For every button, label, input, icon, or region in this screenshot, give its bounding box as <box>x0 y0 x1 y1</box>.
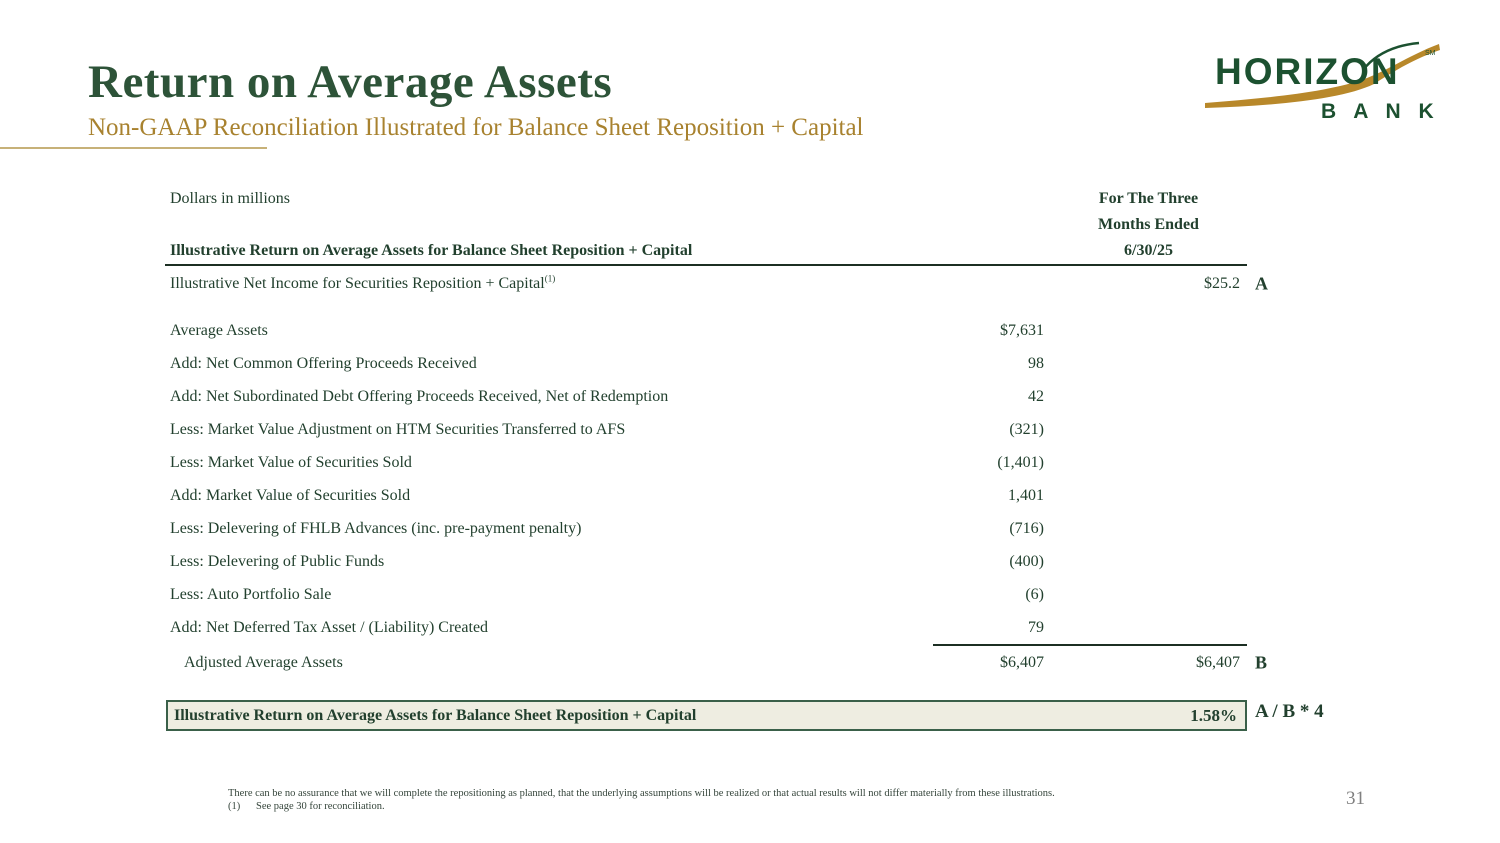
summary-label: Illustrative Return on Average Assets fo… <box>174 706 697 724</box>
logo-wordmark: HORIZON <box>1215 51 1400 92</box>
row-label: Illustrative Net Income for Securities R… <box>170 273 556 292</box>
row-value-mid: (6) <box>1025 585 1044 603</box>
row-label: Add: Net Common Offering Proceeds Receiv… <box>170 354 477 372</box>
row-value-mid: (321) <box>1009 420 1044 438</box>
title-underline-rule <box>0 147 267 149</box>
row-label: Add: Net Subordinated Debt Offering Proc… <box>170 387 669 405</box>
summary-formula: A / B * 4 <box>1255 701 1324 722</box>
row-value-right: $6,407 <box>1196 653 1240 671</box>
table-row: Add: Net Subordinated Debt Offering Proc… <box>170 380 1247 413</box>
table-row: Less: Auto Portfolio Sale (6) <box>170 578 1247 611</box>
logo-trademark: SM <box>1425 50 1436 57</box>
disclaimer-text: There can be no assurance that we will c… <box>228 788 1055 799</box>
table-row: Less: Delevering of Public Funds (400) <box>170 545 1247 578</box>
logo-swoosh <box>1205 44 1440 108</box>
table-row: Add: Net Deferred Tax Asset / (Liability… <box>170 611 1247 644</box>
reconciliation-table: Dollars in millions For The Three Months… <box>165 186 1268 679</box>
row-label: Average Assets <box>170 321 268 339</box>
formula-letter: A <box>1255 273 1268 294</box>
header-divider-rule <box>165 264 1247 266</box>
period-date: 6/30/25 <box>1124 242 1173 259</box>
row-label: Adjusted Average Assets <box>184 653 343 671</box>
row-value-mid: (716) <box>1009 519 1044 537</box>
row-label: Less: Auto Portfolio Sale <box>170 585 332 603</box>
row-label: Less: Delevering of Public Funds <box>170 552 385 570</box>
row-value-mid: 79 <box>1028 618 1044 636</box>
logo-leaf <box>1362 41 1420 71</box>
row-value-mid: 98 <box>1028 354 1044 372</box>
logo-bank-word: B A N K <box>1321 100 1440 123</box>
row-value-mid: 42 <box>1028 387 1044 405</box>
units-label: Dollars in millions <box>170 190 290 207</box>
row-label: Less: Market Value of Securities Sold <box>170 453 412 471</box>
table-row: Add: Market Value of Securities Sold 1,40… <box>170 479 1247 512</box>
footnote-1: (1) See page 30 for reconciliation. <box>228 800 1055 813</box>
table-row: Less: Market Value of Securities Sold (1,… <box>170 446 1247 479</box>
row-value-right: $25.2 <box>1204 275 1240 292</box>
summary-value: 1.58% <box>1190 705 1237 725</box>
table-row: Less: Market Value Adjustment on HTM Sec… <box>170 413 1247 446</box>
page-subtitle: Non-GAAP Reconciliation Illustrated for … <box>88 114 864 141</box>
table-row: Illustrative Net Income for Securities R… <box>170 266 1268 302</box>
formula-letter: B <box>1255 652 1268 672</box>
table-header-row: Illustrative Return on Average Assets fo… <box>170 238 1247 264</box>
period-header-line2: Months Ended <box>1098 216 1199 233</box>
row-label: Less: Market Value Adjustment on HTM Sec… <box>170 420 626 438</box>
table-header-row: Months Ended <box>170 212 1247 238</box>
table-row: Adjusted Average Assets $6,407 $6,407 B <box>170 646 1267 679</box>
table-header-row: Dollars in millions For The Three <box>170 186 1247 212</box>
table-row: Less: Delevering of FHLB Advances (inc. … <box>170 512 1247 545</box>
footnotes: There can be no assurance that we will c… <box>228 787 1055 813</box>
summary-box: Illustrative Return on Average Assets fo… <box>166 700 1247 731</box>
row-value-mid: (1,401) <box>997 453 1044 471</box>
reconciliation-rows: Illustrative Net Income for Securities R… <box>170 266 1268 679</box>
table-row: Add: Net Common Offering Proceeds Receiv… <box>170 347 1247 380</box>
row-value-mid: 1,401 <box>1008 486 1044 504</box>
subtotal-rule <box>933 644 1247 646</box>
footnote-1-marker: (1) <box>228 801 241 812</box>
horizon-bank-logo: HORIZON SM B A N K <box>1205 40 1443 124</box>
page-number: 31 <box>1346 788 1365 809</box>
row-value-mid: (400) <box>1009 552 1044 570</box>
row-label: Add: Market Value of Securities Sold <box>170 486 411 504</box>
row-value-mid: $6,407 <box>1000 653 1044 671</box>
row-label: Less: Delevering of FHLB Advances (inc. … <box>170 519 582 537</box>
footnote-1-text: See page 30 for reconciliation. <box>256 801 385 812</box>
table-row: Average Assets $7,631 <box>170 314 1247 347</box>
footnote-ref: (1) <box>544 273 556 284</box>
horizon-bank-logo-graphic: HORIZON SM B A N K <box>1205 41 1440 123</box>
row-label: Add: Net Deferred Tax Asset / (Liability… <box>170 618 489 636</box>
row-value-mid: $7,631 <box>1000 321 1044 339</box>
page-title: Return on Average Assets <box>88 56 613 108</box>
period-header-line1: For The Three <box>1098 190 1199 207</box>
section-header: Illustrative Return on Average Assets fo… <box>170 242 693 259</box>
